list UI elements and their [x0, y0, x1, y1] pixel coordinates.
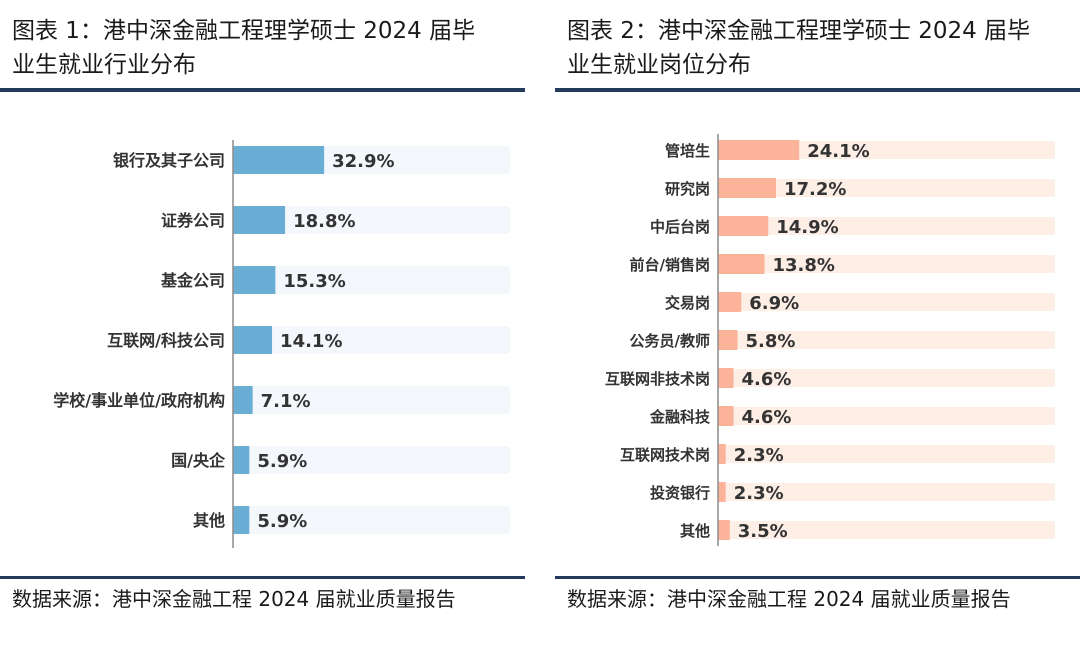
category-label: 中后台岗 — [650, 218, 710, 236]
bar-track — [718, 255, 1055, 273]
chart-panel-position: 图表 2：港中深金融工程理学硕士 2024 届毕 业生就业岗位分布 管培生 24.… — [555, 0, 1080, 667]
bar-track — [718, 445, 1055, 463]
bar — [233, 146, 325, 174]
bar — [718, 520, 730, 540]
bar-track — [718, 483, 1055, 501]
bar-track — [718, 217, 1055, 235]
position-bar-chart: 管培生 24.1% 研究岗 17.2% 中后台岗 14.9% 前台/销售岗 13.8% 交易岗 6… — [605, 134, 1055, 546]
bar — [718, 482, 726, 502]
category-label: 交易岗 — [665, 294, 710, 312]
bar-track — [233, 266, 510, 294]
chart-panel-industry: 图表 1：港中深金融工程理学硕士 2024 届毕 业生就业行业分布 银行及其子公… — [0, 0, 525, 667]
bar — [718, 368, 734, 388]
top-rule — [555, 88, 1080, 92]
top-rule — [0, 88, 525, 92]
category-label: 互联网技术岗 — [620, 446, 710, 464]
value-label: 14.9% — [776, 217, 838, 238]
category-label: 金融科技 — [649, 408, 711, 426]
category-label: 基金公司 — [160, 271, 225, 290]
category-label: 管培生 — [665, 142, 710, 160]
bar-track — [718, 331, 1055, 349]
category-label: 证券公司 — [161, 211, 225, 230]
bar — [233, 326, 273, 354]
industry-bar-chart: 银行及其子公司 32.9% 证券公司 18.8% 基金公司 15.3% 互联网/科技公司 14… — [53, 140, 510, 548]
category-label: 其他 — [680, 522, 710, 540]
value-label: 7.1% — [261, 391, 311, 412]
source-note: 数据来源：港中深金融工程 2024 届就业质量报告 — [567, 587, 1011, 611]
value-label: 5.8% — [746, 331, 796, 352]
bar — [718, 292, 742, 312]
category-label: 投资银行 — [650, 484, 710, 502]
value-label: 13.8% — [773, 255, 835, 276]
value-label: 18.8% — [293, 211, 355, 232]
bar-track — [233, 326, 510, 354]
bottom-rule — [555, 576, 1080, 579]
bar-track — [718, 179, 1055, 197]
value-label: 14.1% — [280, 331, 342, 352]
chart-title-line-2: 业生就业行业分布 — [12, 52, 196, 78]
bar-track — [233, 446, 510, 474]
chart-title: 图表 2：港中深金融工程理学硕士 2024 届毕 业生就业岗位分布 — [567, 14, 1067, 82]
chart-title-line-1: 图表 2：港中深金融工程理学硕士 2024 届毕 — [567, 18, 1031, 44]
bar-track — [718, 141, 1055, 159]
category-label: 研究岗 — [665, 180, 710, 198]
category-label: 国/央企 — [171, 451, 226, 470]
bar — [718, 444, 726, 464]
source-note: 数据来源：港中深金融工程 2024 届就业质量报告 — [12, 587, 456, 611]
value-label: 24.1% — [807, 141, 869, 162]
category-label: 学校/事业单位/政府机构 — [53, 391, 225, 410]
bar-track — [718, 369, 1055, 387]
value-label: 15.3% — [283, 271, 345, 292]
bar — [233, 266, 276, 294]
bar — [233, 206, 286, 234]
value-label: 3.5% — [738, 521, 788, 542]
bar — [718, 254, 765, 274]
value-label: 4.6% — [742, 407, 792, 428]
category-label: 银行及其子公司 — [113, 151, 225, 170]
bar-track — [718, 407, 1055, 425]
chart-title-line-2: 业生就业岗位分布 — [567, 52, 751, 78]
category-label: 前台/销售岗 — [630, 256, 710, 274]
value-label: 2.3% — [734, 483, 784, 504]
value-label: 5.9% — [257, 511, 307, 532]
category-label: 互联网非技术岗 — [605, 370, 710, 388]
value-label: 2.3% — [734, 445, 784, 466]
value-label: 4.6% — [742, 369, 792, 390]
bar — [718, 330, 738, 350]
bar — [233, 386, 253, 414]
category-label: 公务员/教师 — [630, 332, 710, 350]
bar — [718, 216, 769, 236]
chart-title: 图表 1：港中深金融工程理学硕士 2024 届毕 业生就业行业分布 — [12, 14, 512, 82]
bottom-rule — [0, 576, 525, 579]
value-label: 17.2% — [784, 179, 846, 200]
bar — [718, 140, 800, 160]
bar-track — [233, 206, 510, 234]
value-label: 5.9% — [257, 451, 307, 472]
value-label: 32.9% — [332, 151, 394, 172]
bar — [718, 178, 776, 198]
category-label: 其他 — [193, 511, 225, 530]
category-label: 互联网/科技公司 — [107, 331, 225, 350]
chart-title-line-1: 图表 1：港中深金融工程理学硕士 2024 届毕 — [12, 18, 476, 44]
bar-track — [233, 386, 510, 414]
value-label: 6.9% — [749, 293, 799, 314]
bar — [718, 406, 734, 426]
bar — [233, 506, 250, 534]
bar-track — [233, 506, 510, 534]
bar — [233, 446, 250, 474]
bar-track — [718, 293, 1055, 311]
bar-track — [718, 521, 1055, 539]
